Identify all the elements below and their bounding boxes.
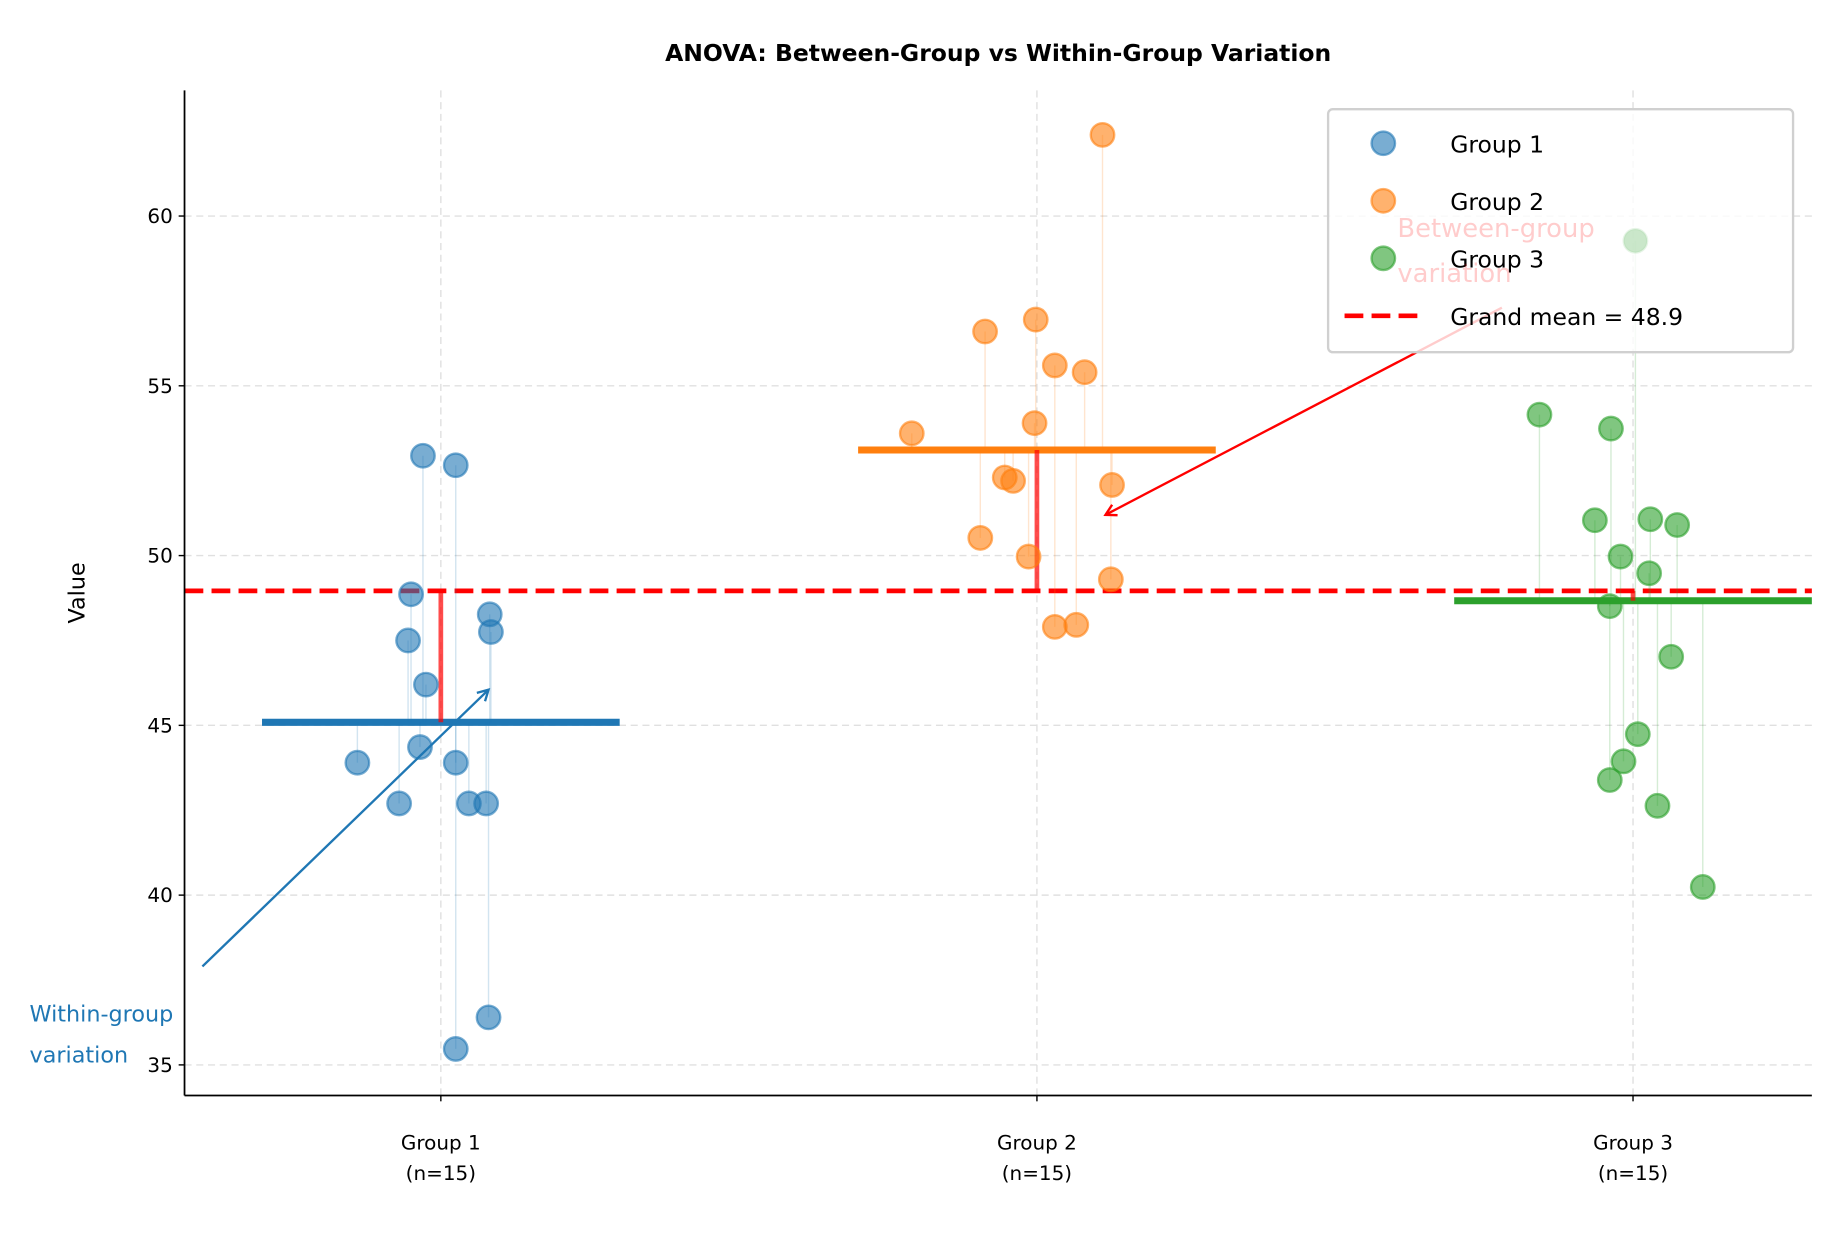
y-tick-label: 55 bbox=[147, 374, 172, 398]
data-point bbox=[1015, 543, 1042, 570]
data-point bbox=[972, 318, 998, 345]
data-point bbox=[1097, 566, 1124, 593]
x-tick-label: Group 2 bbox=[997, 1130, 1077, 1154]
data-point bbox=[442, 1036, 469, 1062]
data-point bbox=[1637, 506, 1664, 533]
data-point bbox=[1071, 359, 1098, 386]
y-tick-label: 60 bbox=[147, 204, 172, 228]
data-point bbox=[344, 749, 371, 776]
legend-marker bbox=[1370, 245, 1397, 272]
y-tick-label: 35 bbox=[147, 1053, 172, 1077]
legend-label: Group 1 bbox=[1450, 131, 1544, 159]
y-tick-label: 40 bbox=[147, 883, 172, 907]
data-point bbox=[1022, 306, 1049, 333]
legend-label-grand-mean: Grand mean = 48.9 bbox=[1450, 303, 1683, 331]
data-point bbox=[407, 734, 433, 760]
data-point bbox=[1610, 748, 1637, 775]
annotation-arrow bbox=[201, 690, 488, 968]
data-point bbox=[1607, 543, 1634, 570]
data-point bbox=[1021, 410, 1048, 437]
chart-title: ANOVA: Between-Group vs Within-Group Var… bbox=[665, 39, 1331, 67]
data-point bbox=[1041, 352, 1068, 379]
data-point bbox=[1658, 643, 1685, 670]
data-point bbox=[1598, 415, 1624, 442]
data-point bbox=[1000, 467, 1027, 494]
data-point bbox=[1596, 767, 1623, 793]
data-point bbox=[410, 442, 436, 469]
y-tick-label: 50 bbox=[147, 544, 172, 568]
data-point bbox=[413, 671, 439, 698]
y-tick-label: 45 bbox=[147, 713, 172, 737]
axes: 35 40 45 50 55 60 Group 1 (n=15) Group 2 (n=15) Gr… bbox=[147, 90, 1812, 1185]
within-group-annotation-2: variation bbox=[30, 1043, 129, 1069]
legend: Group 1 Group 2 Group 3 Grand mean = 48.9 Be… bbox=[1326, 108, 1795, 354]
annotations: Within-group variation bbox=[30, 306, 1503, 1069]
data-point bbox=[1596, 593, 1623, 620]
data-point bbox=[1624, 721, 1651, 748]
x-tick-label-n: (n=15) bbox=[1002, 1161, 1072, 1185]
between-group-annotation-2: variation bbox=[1397, 259, 1511, 289]
data-points bbox=[344, 121, 1716, 1062]
data-point bbox=[1099, 472, 1125, 498]
data-point bbox=[386, 790, 413, 817]
data-point bbox=[1089, 121, 1116, 148]
data-point bbox=[1581, 507, 1608, 534]
data-point bbox=[967, 525, 994, 551]
legend-label: Group 2 bbox=[1450, 188, 1544, 216]
data-point bbox=[1664, 512, 1691, 538]
data-point bbox=[1526, 401, 1553, 428]
data-point bbox=[442, 452, 469, 479]
within-group-annotation: Within-group bbox=[30, 1001, 174, 1027]
data-point bbox=[1644, 792, 1671, 819]
legend-marker bbox=[1370, 130, 1397, 157]
between-group-annotation: Between-group bbox=[1397, 214, 1594, 244]
data-point bbox=[398, 581, 424, 608]
x-tick-label-n: (n=15) bbox=[406, 1161, 476, 1185]
data-point bbox=[442, 749, 469, 776]
reference-lines bbox=[184, 446, 1812, 726]
hidden-data-point bbox=[1623, 229, 1648, 253]
data-point bbox=[475, 1004, 502, 1031]
data-point bbox=[1063, 611, 1090, 638]
data-point bbox=[898, 420, 925, 447]
legend-box bbox=[1326, 108, 1795, 354]
data-point bbox=[477, 619, 504, 645]
data-point bbox=[473, 790, 500, 817]
data-point bbox=[1636, 560, 1663, 587]
data-point bbox=[1689, 874, 1716, 900]
x-tick-label-n: (n=15) bbox=[1598, 1161, 1668, 1185]
legend-label: Group 3 bbox=[1450, 246, 1544, 274]
data-point bbox=[1041, 613, 1068, 640]
y-axis-label: Value bbox=[65, 562, 91, 623]
data-point bbox=[395, 627, 421, 654]
x-tick-label: Group 3 bbox=[1593, 1130, 1673, 1154]
x-tick-label: Group 1 bbox=[401, 1130, 481, 1154]
legend-marker bbox=[1370, 187, 1397, 214]
